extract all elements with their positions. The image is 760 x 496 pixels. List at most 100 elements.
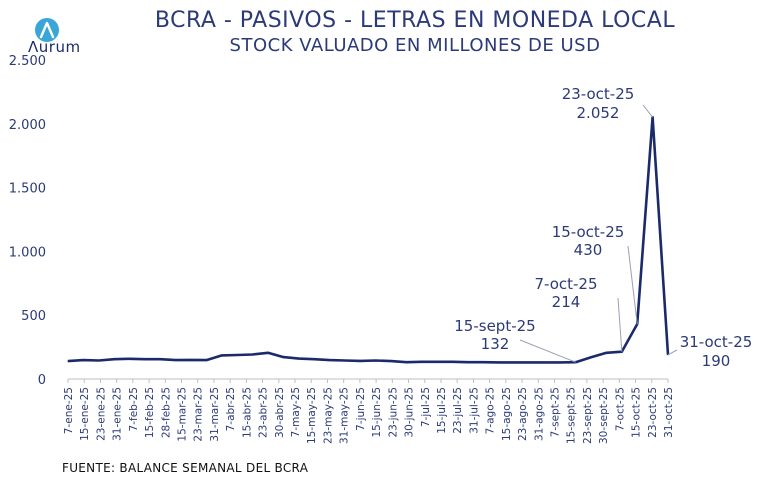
x-tick-label: 31-mar-25 [209, 387, 221, 442]
x-tick-label: 30-abr-25 [274, 387, 286, 438]
chart-title: BCRA - PASIVOS - LETRAS EN MONEDA LOCAL [154, 8, 676, 33]
x-tick-label: 7-ene-25 [63, 387, 75, 434]
series-layer [67, 115, 670, 364]
x-tick-label: 30-jun-25 [404, 387, 416, 438]
data-point [113, 358, 115, 360]
data-point [98, 359, 100, 362]
data-point [298, 357, 300, 360]
data-point [359, 360, 361, 362]
y-tick-label: 1.500 [9, 182, 46, 197]
x-tick-label: 23-mar-25 [193, 387, 205, 442]
annotation-leader-line [617, 297, 623, 352]
data-point [544, 361, 546, 364]
source-footer: FUENTE: BALANCE SEMANAL DEL BCRA [62, 461, 309, 475]
x-tick-label: 31-ene-25 [112, 387, 124, 441]
x-tick-label: 15-abr-25 [241, 387, 253, 438]
x-tick-label: 15-jul-25 [436, 387, 448, 434]
data-point [67, 360, 69, 362]
annotation-date: 23-oct-25 [562, 85, 635, 103]
x-tick-label: 28-feb-25 [160, 387, 172, 438]
data-point [375, 359, 377, 362]
x-tick-label: 23-sept-25 [582, 387, 594, 444]
data-point [452, 361, 454, 363]
data-point [605, 352, 608, 354]
data-point [221, 354, 223, 356]
y-tick-label: 500 [21, 309, 46, 324]
x-tick-label: 31-may-25 [339, 387, 351, 444]
x-tick-label: 31-ago-25 [533, 387, 545, 441]
x-tick-label: 15-sept-25 [566, 387, 578, 444]
x-tick-label: 15-may-25 [306, 387, 318, 444]
data-point [267, 352, 269, 354]
annotation-date: 7-oct-25 [534, 275, 597, 293]
y-tick-label: 2.000 [9, 118, 46, 133]
annotation-value: 430 [574, 241, 603, 259]
annotation-leader-line [519, 339, 576, 363]
x-tick-label: 7-feb-25 [128, 387, 140, 431]
data-point [559, 361, 561, 364]
data-point [236, 354, 238, 356]
brand-a-glyph: Λ [28, 38, 39, 56]
annotation-value: 2.052 [577, 104, 620, 122]
data-point [328, 359, 331, 361]
x-tick-label: 23-may-25 [322, 387, 334, 444]
data-point [421, 361, 423, 363]
x-tick-label: 7-ago-25 [485, 387, 497, 434]
annotation-leader-line [642, 104, 654, 118]
x-tick-label: 15-ago-25 [501, 387, 513, 441]
series-line [67, 115, 670, 364]
annotation-value: 214 [552, 293, 581, 311]
data-point [405, 361, 408, 363]
x-tick-label: 7-jun-25 [355, 387, 367, 431]
x-tick-label: 15-feb-25 [144, 387, 156, 438]
aurum-logo-mark-icon [35, 18, 59, 42]
chart-subtitle: STOCK VALUADO EN MILLONES DE USD [229, 35, 601, 56]
data-point [205, 359, 208, 361]
x-tick-label: 31-oct-25 [663, 387, 675, 438]
x-tick-label: 23-oct-25 [647, 387, 659, 438]
data-point [190, 359, 192, 361]
x-tick-label: 7-may-25 [290, 387, 302, 437]
y-tick-label: 0 [38, 373, 46, 388]
x-axis: 7-ene-25 15-ene-25 23-ene-25 31-ene-25 7-feb… [63, 378, 675, 444]
y-tick-label: 1.000 [9, 245, 46, 260]
annotation-date: 15-oct-25 [552, 223, 625, 241]
data-point [498, 361, 500, 364]
data-point [344, 359, 346, 362]
brand-name: Λurum [28, 38, 81, 56]
data-point [590, 356, 592, 358]
x-tick-label: 23-ene-25 [95, 387, 107, 441]
x-tick-label: 23-jun-25 [387, 387, 399, 438]
data-point [159, 358, 161, 360]
data-point [513, 361, 515, 364]
x-tick-label: 7-oct-25 [614, 387, 626, 431]
x-tick-label: 15-jun-25 [371, 387, 383, 438]
annotation-date: 31-oct-25 [680, 333, 753, 351]
data-point [467, 361, 469, 363]
annotation-leader-line [667, 349, 678, 356]
x-tick-label: 7-sept-25 [549, 387, 561, 437]
x-tick-label: 15-mar-25 [177, 387, 189, 442]
x-tick-label: 23-ago-25 [517, 387, 529, 441]
data-point [82, 359, 84, 361]
y-tick-label: 2.500 [9, 54, 46, 69]
brand-word: urum [38, 38, 81, 56]
annotation-value: 190 [702, 352, 731, 370]
aurum-logo [35, 18, 59, 42]
x-tick-label: 15-ene-25 [79, 387, 91, 441]
annotation-value: 132 [481, 335, 510, 353]
data-point [482, 361, 484, 363]
data-point [175, 359, 177, 361]
data-point [282, 356, 284, 358]
data-point [313, 358, 315, 360]
data-point [390, 360, 392, 362]
data-point [252, 353, 254, 356]
x-tick-label: 23-jul-25 [452, 387, 464, 434]
data-point [128, 358, 131, 360]
annotation-leader-line [627, 245, 638, 325]
data-point [528, 361, 531, 364]
annotation-date: 15-sept-25 [454, 317, 535, 335]
data-point [144, 358, 146, 360]
